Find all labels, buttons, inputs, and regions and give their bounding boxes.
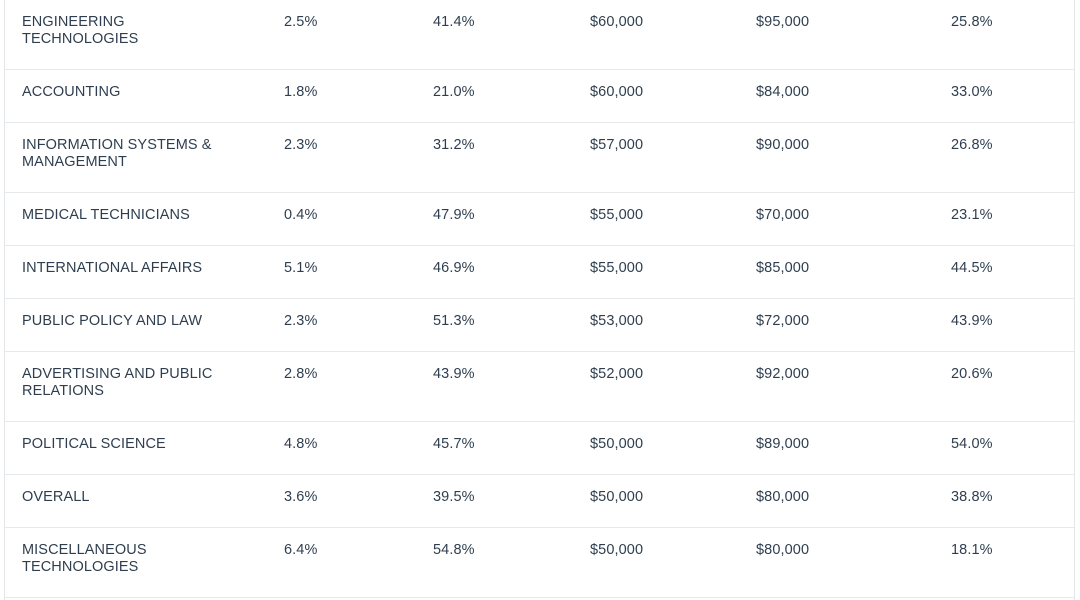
stat-cell-3: $57,000 [590, 137, 644, 153]
stat-cell-3: $50,000 [590, 489, 644, 505]
stat-cell-4: $90,000 [756, 137, 810, 153]
major-name-cell: PUBLIC POLICY AND LAW [22, 313, 203, 329]
stat-cell-2: 51.3% [433, 313, 475, 329]
stat-cell-4: $80,000 [756, 542, 810, 558]
majors-table: ENGINEERING TECHNOLOGIES 2.5% 41.4% $60,… [4, 0, 1075, 600]
stat-cell-3: $55,000 [590, 207, 644, 223]
stat-cell-2: 39.5% [433, 489, 475, 505]
stat-cell-3: $53,000 [590, 313, 644, 329]
stat-cell-1: 2.8% [284, 366, 318, 382]
stat-cell-2: 54.8% [433, 542, 475, 558]
major-name-cell: INTERNATIONAL AFFAIRS [22, 260, 203, 276]
table-row: INTERNATIONAL AFFAIRS 5.1% 46.9% $55,000… [5, 246, 1074, 299]
stat-cell-2: 21.0% [433, 84, 475, 100]
stat-cell-3: $60,000 [590, 84, 644, 100]
table-row: ACCOUNTING 1.8% 21.0% $60,000 $84,000 33… [5, 70, 1074, 123]
stat-cell-1: 3.6% [284, 489, 318, 505]
table-row: OVERALL 3.6% 39.5% $50,000 $80,000 38.8% [5, 475, 1074, 528]
major-name-cell: MEDICAL TECHNICIANS [22, 207, 190, 223]
table-row: PUBLIC POLICY AND LAW 2.3% 51.3% $53,000… [5, 299, 1074, 352]
stat-cell-5: 26.8% [951, 137, 993, 153]
stat-cell-2: 46.9% [433, 260, 475, 276]
stat-cell-4: $92,000 [756, 366, 810, 382]
major-name-cell: MISCELLANEOUS TECHNOLOGIES [22, 542, 147, 575]
major-name-cell: POLITICAL SCIENCE [22, 436, 166, 452]
stat-cell-5: 54.0% [951, 436, 993, 452]
stat-cell-1: 2.3% [284, 137, 318, 153]
stat-cell-4: $72,000 [756, 313, 810, 329]
table-row: POLITICAL SCIENCE 4.8% 45.7% $50,000 $89… [5, 422, 1074, 475]
major-name-cell: INFORMATION SYSTEMS & MANAGEMENT [22, 137, 212, 170]
stat-cell-5: 33.0% [951, 84, 993, 100]
stat-cell-2: 43.9% [433, 366, 475, 382]
stat-cell-5: 25.8% [951, 14, 993, 30]
table-row: ENGINEERING TECHNOLOGIES 2.5% 41.4% $60,… [5, 0, 1074, 70]
major-name-cell: ENGINEERING TECHNOLOGIES [22, 14, 139, 47]
stat-cell-2: 41.4% [433, 14, 475, 30]
stat-cell-1: 4.8% [284, 436, 318, 452]
stat-cell-1: 5.1% [284, 260, 318, 276]
table-row: ADVERTISING AND PUBLIC RELATIONS 2.8% 43… [5, 352, 1074, 422]
stat-cell-1: 0.4% [284, 207, 318, 223]
stat-cell-3: $50,000 [590, 542, 644, 558]
stat-cell-5: 23.1% [951, 207, 993, 223]
stat-cell-2: 45.7% [433, 436, 475, 452]
stat-cell-5: 20.6% [951, 366, 993, 382]
stat-cell-1: 2.3% [284, 313, 318, 329]
stat-cell-1: 2.5% [284, 14, 318, 30]
stat-cell-4: $84,000 [756, 84, 810, 100]
table-row: MEDICAL TECHNICIANS 0.4% 47.9% $55,000 $… [5, 193, 1074, 246]
stat-cell-3: $55,000 [590, 260, 644, 276]
stat-cell-4: $89,000 [756, 436, 810, 452]
major-name-cell: OVERALL [22, 489, 90, 505]
stat-cell-2: 47.9% [433, 207, 475, 223]
stat-cell-3: $52,000 [590, 366, 644, 382]
stat-cell-5: 18.1% [951, 542, 993, 558]
stat-cell-1: 1.8% [284, 84, 318, 100]
stat-cell-4: $70,000 [756, 207, 810, 223]
stat-cell-5: 43.9% [951, 313, 993, 329]
table-row: MISCELLANEOUS TECHNOLOGIES 6.4% 54.8% $5… [5, 528, 1074, 598]
stat-cell-4: $80,000 [756, 489, 810, 505]
stat-cell-1: 6.4% [284, 542, 318, 558]
stat-cell-5: 38.8% [951, 489, 993, 505]
major-name-cell: ADVERTISING AND PUBLIC RELATIONS [22, 366, 213, 399]
stat-cell-2: 31.2% [433, 137, 475, 153]
stat-cell-3: $60,000 [590, 14, 644, 30]
stat-cell-5: 44.5% [951, 260, 993, 276]
table-row: INFORMATION SYSTEMS & MANAGEMENT 2.3% 31… [5, 123, 1074, 193]
stat-cell-4: $85,000 [756, 260, 810, 276]
major-name-cell: ACCOUNTING [22, 84, 121, 100]
stat-cell-4: $95,000 [756, 14, 810, 30]
stat-cell-3: $50,000 [590, 436, 644, 452]
